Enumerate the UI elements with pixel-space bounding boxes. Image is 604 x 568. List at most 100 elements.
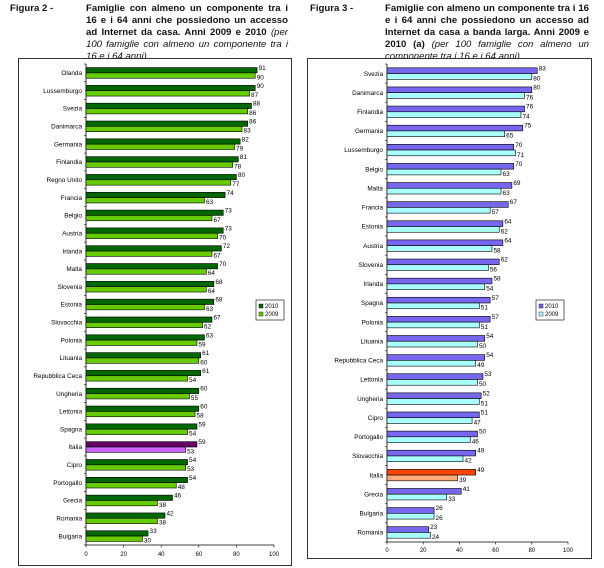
- fig3-category-label: Portogallo: [354, 434, 383, 441]
- figure-3-label: Figura 3 -: [310, 3, 354, 14]
- fig2-bar-2009: [85, 411, 196, 418]
- fig2-category-label: Repubblica Ceca: [33, 373, 82, 380]
- fig2-bar-2010: [85, 494, 173, 501]
- fig3-value-label-2010: 51: [481, 409, 489, 416]
- fig2-value-label-2010: 63: [206, 332, 214, 339]
- fig2-category-label: Regno Unito: [46, 177, 82, 184]
- fig3-bar-2010: [386, 430, 478, 438]
- fig2-value-label-2009: 79: [236, 146, 244, 153]
- fig2-value-label-2010: 88: [253, 101, 261, 108]
- fig3-value-label-2010: 53: [484, 371, 492, 378]
- fig2-legend-label-2010: 2010: [265, 304, 279, 310]
- fig3-value-label-2010: 70: [515, 161, 523, 168]
- fig2-bar-2009: [85, 179, 232, 186]
- fig3-value-label-2009: 63: [503, 190, 511, 197]
- fig2-value-label-2009: 78: [234, 163, 242, 170]
- fig3-category-label: Francia: [362, 205, 384, 212]
- fig2-category-label: Irlanda: [62, 248, 82, 255]
- fig3-value-label-2010: 67: [510, 199, 518, 206]
- fig2-bar-2010: [85, 477, 188, 483]
- fig3-value-label-2010: 54: [486, 352, 494, 359]
- fig3-category-label: Austria: [363, 243, 383, 250]
- fig2-x-tick-label: 80: [233, 552, 240, 558]
- fig3-bar-2009: [386, 474, 458, 482]
- figure-2-caption-bold: Famiglie con almeno un componente tra i …: [86, 3, 288, 38]
- fig2-category-label: Cipro: [67, 462, 83, 469]
- fig2-value-label-2009: 83: [244, 128, 252, 135]
- fig2-value-label-2010: 81: [240, 154, 248, 161]
- fig3-category-label: Belgio: [365, 166, 383, 173]
- fig2-bar-2009: [85, 232, 218, 239]
- fig3-value-label-2010: 64: [504, 237, 512, 244]
- fig3-value-label-2010: 58: [493, 276, 501, 283]
- fig3-bar-2010: [386, 201, 509, 208]
- fig3-value-label-2009: 42: [465, 458, 473, 465]
- fig3-value-label-2009: 56: [490, 266, 498, 273]
- fig2-value-label-2010: 90: [257, 83, 265, 90]
- figure-3-title: Figura 3 - Famiglie con almeno un compon…: [310, 3, 595, 62]
- fig2-category-label: Olanda: [61, 70, 82, 77]
- fig2-bar-2010: [85, 191, 226, 198]
- fig3-legend-swatch-2009: [538, 311, 544, 317]
- fig2-value-label-2010: 54: [189, 475, 197, 482]
- fig3-bar-2009: [386, 226, 500, 233]
- figure-3-caption-bold: Famiglie con almeno un componente tra i …: [385, 3, 589, 50]
- fig2-value-label-2009: 38: [159, 502, 167, 509]
- fig2-value-label-2010: 61: [202, 368, 210, 375]
- fig3-value-label-2009: 63: [503, 171, 511, 178]
- fig3-category-label: Romania: [357, 530, 383, 537]
- fig3-bar-2009: [386, 321, 480, 329]
- fig2-bar-2009: [85, 535, 143, 542]
- fig2-value-label-2010: 42: [166, 510, 174, 517]
- figure-3-caption-italic: (per 100 famiglie con almeno un componen…: [385, 39, 589, 62]
- fig3-bar-2010: [386, 105, 525, 113]
- fig2-bar-2010: [85, 120, 248, 127]
- fig3-legend-swatch-2010: [538, 303, 544, 309]
- fig2-category-label: Grecia: [63, 498, 82, 505]
- fig3-bar-2010: [386, 144, 514, 151]
- fig2-x-tick-label: 100: [269, 552, 280, 558]
- fig3-value-label-2010: 57: [492, 295, 500, 302]
- fig3-value-label-2009: 47: [474, 419, 482, 426]
- fig3-category-label: Finlandia: [357, 109, 383, 116]
- fig2-bar-2009: [85, 482, 177, 489]
- fig3-category-label: Lussemburgo: [344, 147, 383, 154]
- fig3-bar-2009: [386, 111, 522, 118]
- fig2-value-label-2009: 67: [213, 217, 221, 224]
- fig3-bar-2010: [386, 335, 486, 342]
- fig2-category-label: Romania: [56, 515, 82, 522]
- fig2-bar-2010: [85, 263, 218, 270]
- fig3-bar-2010: [386, 258, 500, 266]
- fig2-value-label-2009: 70: [219, 235, 227, 242]
- figure-2-caption-italic: (per 100 famiglie con almeno un componen…: [86, 27, 288, 62]
- fig2-bar-2009: [85, 143, 235, 150]
- fig2-value-label-2009: 54: [189, 377, 197, 384]
- fig3-value-label-2010: 50: [479, 429, 487, 436]
- fig3-category-label: Slovenia: [358, 262, 383, 269]
- fig2-value-label-2010: 59: [198, 421, 206, 428]
- fig2-bar-2010: [85, 459, 188, 466]
- fig2-bar-2010: [85, 441, 198, 448]
- fig2-value-label-2010: 68: [215, 297, 223, 304]
- fig3-bar-2010: [386, 163, 514, 170]
- fig2-value-label-2009: 53: [187, 448, 195, 455]
- fig3-category-label: Grecia: [364, 491, 383, 498]
- fig2-value-label-2009: 58: [197, 413, 205, 420]
- fig3-bar-2009: [386, 207, 491, 214]
- fig2-value-label-2010: 60: [200, 386, 208, 393]
- fig3-value-label-2009: 58: [493, 247, 501, 254]
- fig3-bar-2009: [386, 340, 478, 348]
- fig2-x-tick-label: 20: [120, 552, 127, 558]
- fig3-value-label-2010: 49: [477, 448, 485, 455]
- fig2-bar-2010: [85, 138, 241, 145]
- fig2-bar-2009: [85, 517, 158, 524]
- fig2-category-label: Svezia: [63, 106, 83, 113]
- fig3-value-label-2009: 33: [448, 496, 456, 503]
- fig2-bar-2009: [85, 90, 250, 97]
- fig3-value-label-2009: 71: [517, 152, 525, 159]
- fig2-value-label-2009: 55: [191, 395, 199, 402]
- fig3-category-label: Danimarca: [352, 90, 383, 97]
- fig2-value-label-2009: 64: [208, 288, 216, 295]
- fig2-bar-2009: [85, 393, 190, 400]
- fig3-bar-2009: [386, 436, 471, 443]
